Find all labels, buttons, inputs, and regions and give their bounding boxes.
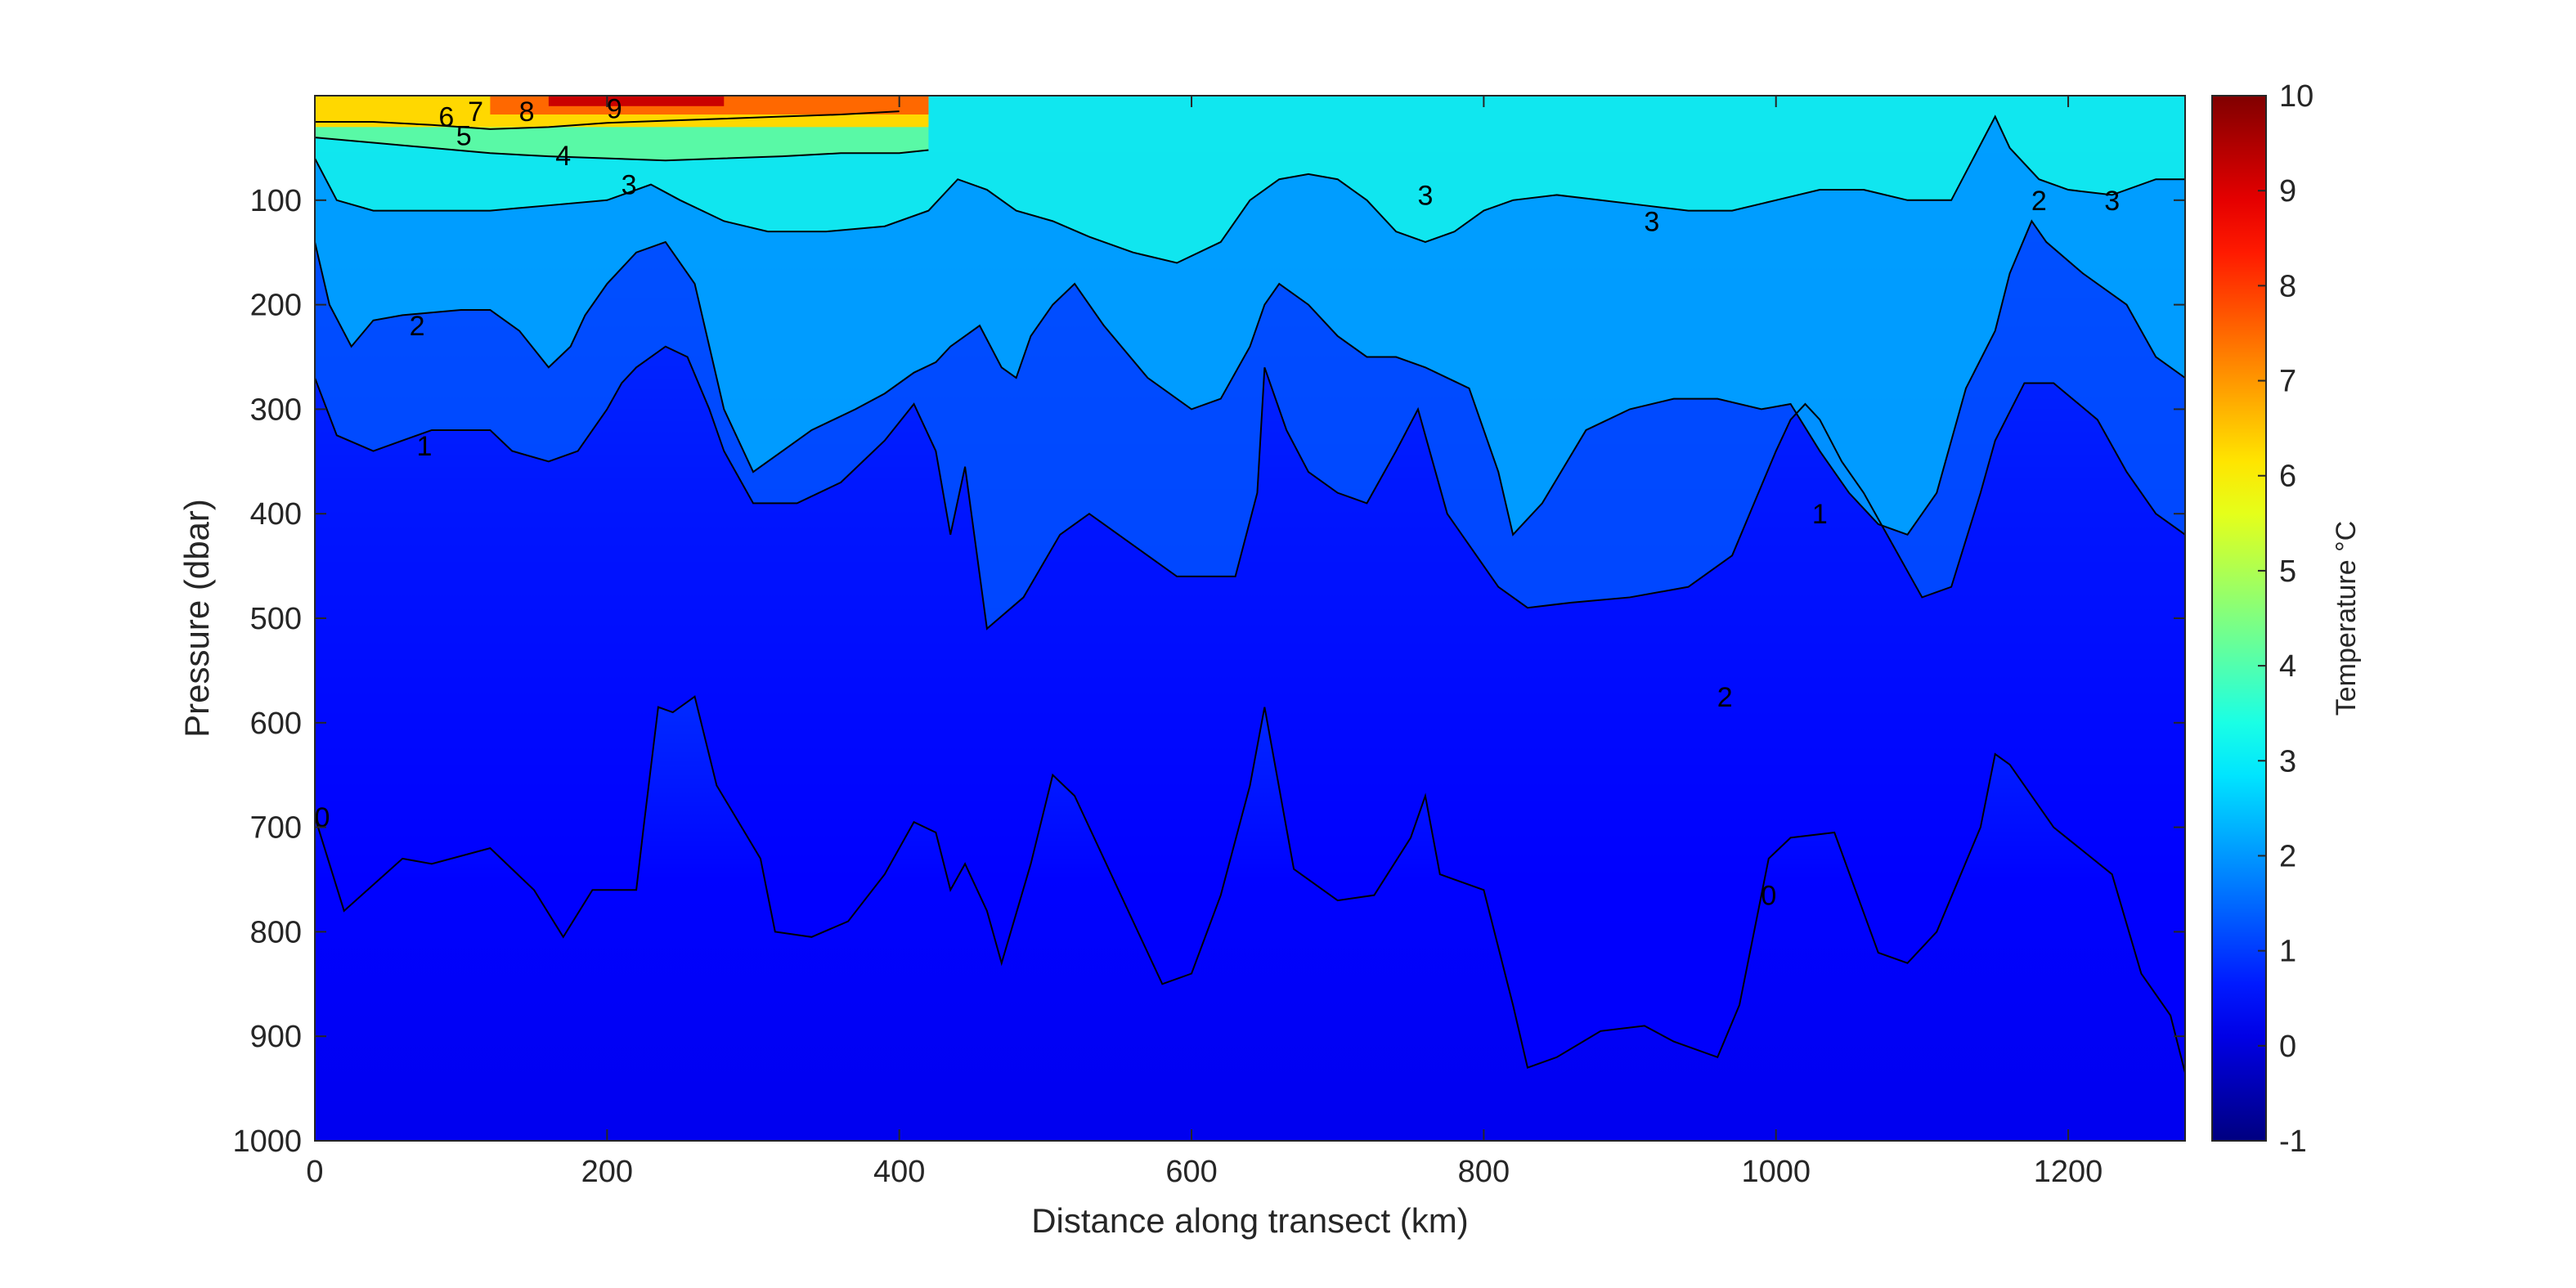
- x-tick-label: 1000: [1741, 1155, 1811, 1189]
- contour-line-2: [315, 219, 2185, 536]
- colorbar-tick-label: 9: [2279, 174, 2296, 209]
- contour-label: 1: [1812, 499, 1828, 530]
- colorbar-tick-label: 7: [2279, 365, 2296, 399]
- contour-label: 2: [2031, 186, 2047, 217]
- contour-line-1: [315, 345, 2185, 631]
- colorbar-tick-label: 8: [2279, 269, 2296, 303]
- contour-label: 0: [1761, 881, 1776, 912]
- contour-label: 9: [607, 93, 622, 124]
- y-axis-title: Pressure (dbar): [177, 499, 216, 738]
- y-tick-label: 500: [250, 602, 302, 636]
- colorbar-tick-label: 6: [2279, 460, 2296, 494]
- colorbar-ticks: -1 0 1 2 3 4 5 6 7 8 9 10: [2258, 79, 2313, 1159]
- contour-line-4: [315, 137, 929, 162]
- contour-label: 2: [410, 311, 425, 342]
- x-axis-title: Distance along transect (km): [1031, 1201, 1469, 1240]
- y-tick-label: 400: [250, 497, 302, 532]
- contour-label: 2: [1717, 682, 1733, 713]
- x-tick-label: 800: [1458, 1155, 1510, 1189]
- x-axis: 0 200 400 600 800 1000 1200: [306, 96, 2103, 1189]
- contour-label: 3: [1417, 180, 1433, 211]
- contour-label: 1: [417, 431, 433, 462]
- contour-lines: [315, 110, 2185, 1074]
- y-tick-label: 900: [250, 1020, 302, 1054]
- contour-label: 0: [314, 802, 330, 833]
- x-tick-label: 400: [873, 1155, 925, 1189]
- colorbar-tick-label: 10: [2279, 79, 2313, 114]
- contour-line-5: [315, 110, 900, 130]
- contour-labels: 0 0 1 1 2 2 2 3 3 3 3 4 56 7 8 9: [314, 93, 2120, 911]
- colorbar-tick-label: 5: [2279, 554, 2296, 589]
- contour-label: 5: [456, 121, 472, 152]
- colorbar: -1 0 1 2 3 4 5 6 7 8 9 10 Temperature °C: [2211, 79, 2362, 1159]
- contour-line-3: [315, 114, 2185, 264]
- plot-area: [315, 96, 2185, 1141]
- contour-label: 7: [468, 96, 483, 128]
- colorbar-tick-label: 1: [2279, 935, 2296, 969]
- colorbar-tick-label: -1: [2279, 1124, 2307, 1159]
- colorbar-tick-label: 4: [2279, 649, 2296, 684]
- y-tick-label: 700: [250, 811, 302, 846]
- y-tick-label: 100: [250, 184, 302, 218]
- colorbar-tick-label: 3: [2279, 744, 2296, 779]
- x-tick-label: 1200: [2034, 1155, 2103, 1189]
- contour-line-0: [315, 695, 2185, 1074]
- contour-label: 3: [1644, 206, 1659, 237]
- y-tick-label: 800: [250, 915, 302, 949]
- y-tick-label: 600: [250, 707, 302, 741]
- colorbar-tick-label: 2: [2279, 839, 2296, 873]
- colorbar-title: Temperature °C: [2331, 521, 2362, 716]
- x-tick-label: 600: [1165, 1155, 1217, 1189]
- y-tick-label: 200: [250, 289, 302, 323]
- field-overlays: [315, 96, 2185, 1073]
- contour-label: 3: [622, 170, 637, 201]
- colorbar-scale: [2211, 95, 2267, 1142]
- y-tick-label: 1000: [232, 1124, 302, 1159]
- surface-hottest-band: [548, 96, 725, 106]
- contour-label: 8: [519, 96, 535, 128]
- x-tick-label: 200: [581, 1155, 633, 1189]
- y-tick-label: 300: [250, 393, 302, 427]
- contour-label: 4: [555, 141, 571, 172]
- contour-label: 3: [2104, 186, 2120, 217]
- contour-label: 6: [438, 102, 454, 133]
- colorbar-tick-label: 0: [2279, 1030, 2296, 1064]
- x-tick-label: 0: [306, 1155, 323, 1189]
